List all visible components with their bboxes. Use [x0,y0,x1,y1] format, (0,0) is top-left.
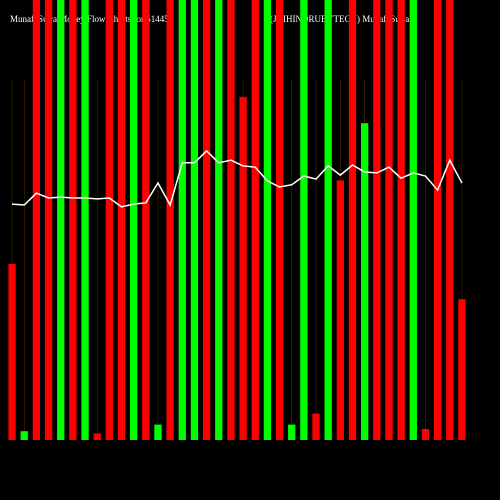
bar [117,0,126,440]
bar [300,0,308,440]
bar [312,413,320,440]
bar [178,0,186,440]
bar [361,123,369,440]
bar [263,0,272,440]
bar [154,424,162,440]
bar [130,0,138,440]
bar [69,0,77,440]
bar [93,433,101,440]
bar [166,0,174,440]
bar [275,0,284,440]
bar [142,0,150,440]
bar [288,424,296,440]
bar [446,0,454,440]
bar [202,0,211,440]
bar [44,0,53,440]
bar [409,0,417,440]
bar [81,0,89,440]
bar [20,431,28,440]
bar [458,299,466,440]
bar [385,0,393,440]
bar [227,0,235,440]
bar [239,96,247,441]
bar [8,264,16,440]
bar [105,0,113,440]
chart-subtitle: (JAIHINDRUBYTECH) MunafaSutra [270,14,409,24]
money-flow-line [12,149,463,208]
bar [397,0,405,440]
bar [57,0,65,440]
bar [215,0,223,440]
bar [324,0,332,440]
bar [348,0,357,440]
bar [190,0,199,440]
bar [251,0,259,440]
bar [421,429,430,440]
bar [373,0,381,440]
chart-title: MunafaSutra Money Flow Charts for 514459 [10,14,174,24]
bar [433,0,442,440]
bar [336,180,344,440]
bar [32,0,41,440]
